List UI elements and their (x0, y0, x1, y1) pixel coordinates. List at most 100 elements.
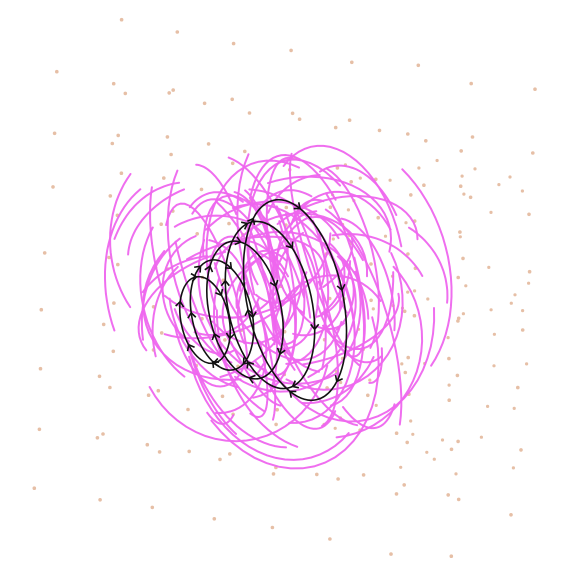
orbit-arrow (220, 279, 230, 287)
field-dot (361, 473, 366, 477)
orbit-arrow (288, 390, 297, 398)
field-dot (52, 131, 57, 136)
field-dot (461, 312, 465, 316)
field-dot (511, 466, 515, 470)
field-dot (159, 222, 163, 226)
stream-line (340, 217, 396, 332)
field-dot (145, 442, 150, 447)
stream-line (206, 411, 235, 425)
field-dot (55, 69, 59, 74)
field-dot (479, 435, 483, 439)
stream-line (215, 309, 299, 448)
stream-line (331, 232, 424, 277)
field-dot (101, 322, 106, 327)
field-dot (157, 450, 162, 454)
field-dot (533, 87, 537, 91)
field-dot (447, 383, 451, 387)
orbit-arrow (246, 361, 255, 369)
orbit-arrow (276, 347, 286, 356)
field-dot (449, 447, 454, 452)
stream-line (335, 256, 366, 358)
orbit-arrow (187, 311, 197, 319)
field-dot (383, 234, 388, 238)
orbit-arrow (215, 288, 224, 297)
stream-line (231, 203, 357, 336)
stream-line (267, 175, 393, 253)
field-dot (51, 185, 55, 189)
field-dot (187, 449, 191, 454)
field-dot (406, 132, 410, 136)
field-dot (195, 232, 199, 236)
stream-line (236, 281, 247, 345)
orbit-arrow (269, 279, 279, 288)
field-dot (227, 221, 231, 226)
field-dot (458, 230, 462, 234)
orbit-arrow (234, 236, 242, 246)
field-dot (230, 97, 234, 102)
field-dot (97, 374, 102, 379)
field-dot (399, 465, 403, 469)
field-dot (333, 426, 337, 430)
field-dot (409, 419, 413, 423)
field-dot (455, 373, 460, 378)
field-dot (350, 60, 354, 65)
field-dot (165, 135, 170, 139)
stream-line (142, 250, 242, 381)
stream-line (210, 316, 380, 470)
field-dot (413, 289, 417, 293)
field-dot (171, 88, 175, 92)
field-dot (446, 336, 450, 340)
stream-line (401, 168, 453, 367)
field-dot (394, 431, 399, 436)
field-dot (497, 183, 501, 187)
field-dot (508, 175, 512, 179)
orbit-arrow (225, 332, 235, 340)
field-dot (417, 166, 421, 170)
field-dot (230, 161, 235, 166)
stream-line (227, 156, 312, 319)
stream-line (290, 190, 392, 231)
stream-line (317, 280, 339, 427)
field-dot (150, 505, 155, 510)
field-dot (473, 167, 477, 171)
field-dot (169, 152, 173, 157)
field-dot (516, 385, 520, 390)
field-dot (366, 393, 370, 398)
stream-line (164, 232, 332, 319)
field-dot (527, 212, 531, 217)
field-dot (486, 404, 490, 408)
field-dot (492, 332, 496, 336)
stream-line (271, 213, 306, 346)
field-dot (394, 492, 399, 496)
stream-line (326, 167, 380, 349)
orbit-ring (189, 259, 255, 371)
field-dot (520, 189, 525, 193)
stream-line (141, 255, 209, 294)
field-dot (489, 210, 493, 214)
stream-line (275, 210, 318, 315)
orbit-arrows (175, 202, 346, 398)
field-dot (447, 356, 451, 361)
stream-line (256, 301, 277, 421)
field-dot (425, 450, 429, 454)
field-dot (520, 328, 525, 332)
field-dot (449, 554, 454, 558)
orbit-arrow (310, 323, 320, 331)
stream-line (244, 189, 275, 282)
field-dot (220, 394, 225, 399)
field-dot (459, 149, 464, 153)
orbit-arrow (247, 217, 256, 226)
orbit-arrow (244, 308, 254, 317)
orbit-arrow (194, 265, 202, 273)
field-dot (377, 128, 382, 133)
field-dot (402, 309, 407, 314)
field-dot (426, 297, 430, 301)
field-dot (206, 142, 211, 146)
stream-line (246, 158, 341, 296)
orbit-arrow (247, 311, 257, 319)
orbit-arrow (190, 272, 198, 283)
field-dot (371, 307, 375, 311)
field-dot (464, 284, 468, 288)
field-dot (519, 448, 523, 452)
